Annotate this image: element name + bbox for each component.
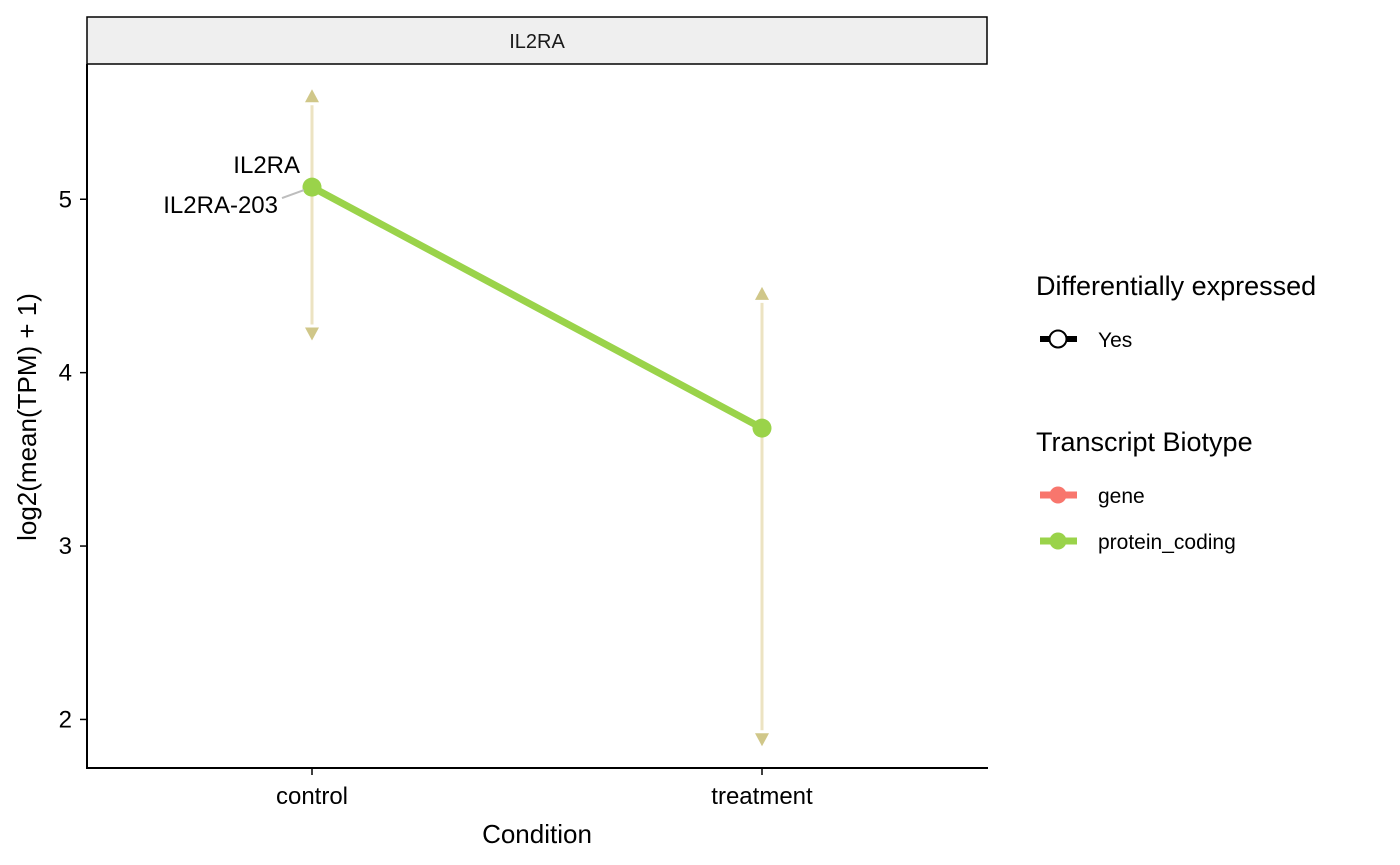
- labels-layer: IL2RA IL2RA-203: [163, 152, 305, 219]
- legend-key-dot: [1049, 532, 1067, 550]
- y-tick-label: 3: [59, 533, 72, 560]
- legend-title: Transcript Biotype: [1036, 427, 1253, 457]
- point-label: IL2RA: [233, 152, 300, 179]
- legend-label: Yes: [1098, 329, 1132, 352]
- facet-strip: [86, 16, 988, 65]
- y-tick-label: 4: [59, 360, 72, 387]
- legend-label: protein_coding: [1098, 531, 1236, 554]
- data-point: [752, 418, 772, 438]
- point-label-leader: [281, 189, 305, 200]
- plot-layer: [302, 89, 772, 747]
- legend-key-open-circle: [1048, 329, 1068, 349]
- point-label: IL2RA-203: [163, 192, 278, 219]
- error-bar-cap-down: [755, 733, 769, 747]
- series-line: [308, 183, 766, 432]
- x-tick-label: treatment: [711, 783, 813, 810]
- facet-label: IL2RA: [509, 31, 565, 53]
- x-tick-label: control: [276, 783, 348, 810]
- x-axis-title: Condition: [482, 819, 592, 849]
- legend: Differentially expressed Yes Transcript Bi…: [1036, 271, 1316, 554]
- y-tick-label: 5: [59, 186, 72, 213]
- y-axis-title: log2(mean(TPM) + 1): [12, 293, 42, 541]
- x-ticks: control treatment: [276, 768, 813, 810]
- y-ticks: 2 3 4 5: [59, 186, 87, 733]
- data-point: [302, 177, 322, 197]
- legend-title: Differentially expressed: [1036, 271, 1316, 301]
- error-bar-cap-up: [755, 286, 769, 300]
- legend-key-dot: [1049, 486, 1067, 504]
- error-bar-cap-up: [305, 89, 319, 103]
- legend-label: gene: [1098, 485, 1145, 508]
- error-bar-cap-down: [305, 327, 319, 341]
- y-tick-label: 2: [59, 706, 72, 733]
